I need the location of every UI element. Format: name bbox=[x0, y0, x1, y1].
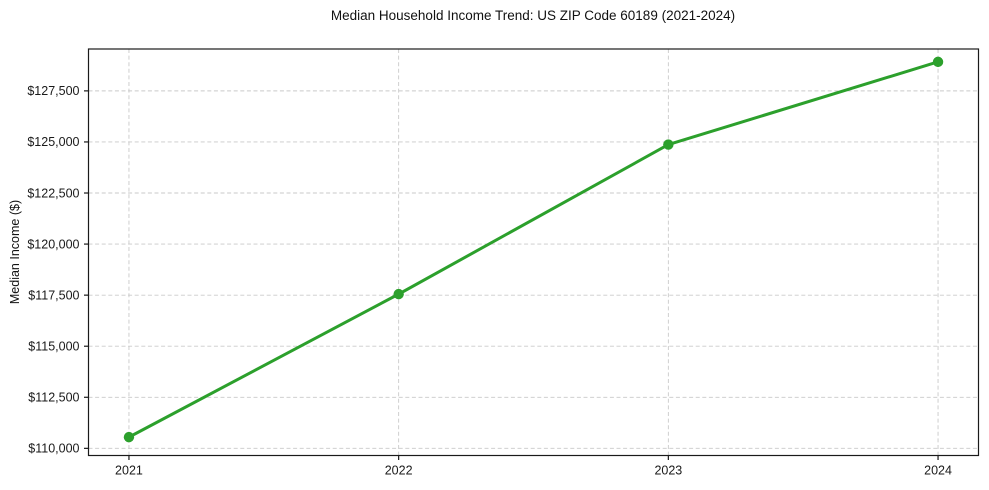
y-tick-label: $115,000 bbox=[28, 340, 79, 354]
y-tick-label: $127,500 bbox=[27, 84, 79, 98]
x-tick-label: 2022 bbox=[385, 464, 413, 478]
x-tick-label: 2024 bbox=[924, 464, 952, 478]
y-tick-label: $125,000 bbox=[27, 135, 79, 149]
y-tick-label: $122,500 bbox=[27, 186, 79, 200]
y-tick-label: $120,000 bbox=[27, 237, 79, 251]
y-tick-label: $110,000 bbox=[28, 442, 79, 456]
x-tick-label: 2021 bbox=[115, 464, 143, 478]
y-tick-label: $117,500 bbox=[28, 288, 79, 302]
chart-title: Median Household Income Trend: US ZIP Co… bbox=[330, 8, 736, 23]
axes-spines bbox=[87, 48, 980, 457]
data-point-marker bbox=[663, 139, 674, 150]
y-tick-label: $112,500 bbox=[28, 391, 79, 405]
trend-line bbox=[128, 60, 939, 439]
data-point-marker bbox=[393, 288, 404, 300]
x-tick-label: 2023 bbox=[654, 464, 682, 478]
data-point-marker bbox=[932, 56, 944, 68]
y-axis-label: Median Income ($) bbox=[8, 199, 22, 305]
data-point-marker bbox=[123, 431, 135, 443]
